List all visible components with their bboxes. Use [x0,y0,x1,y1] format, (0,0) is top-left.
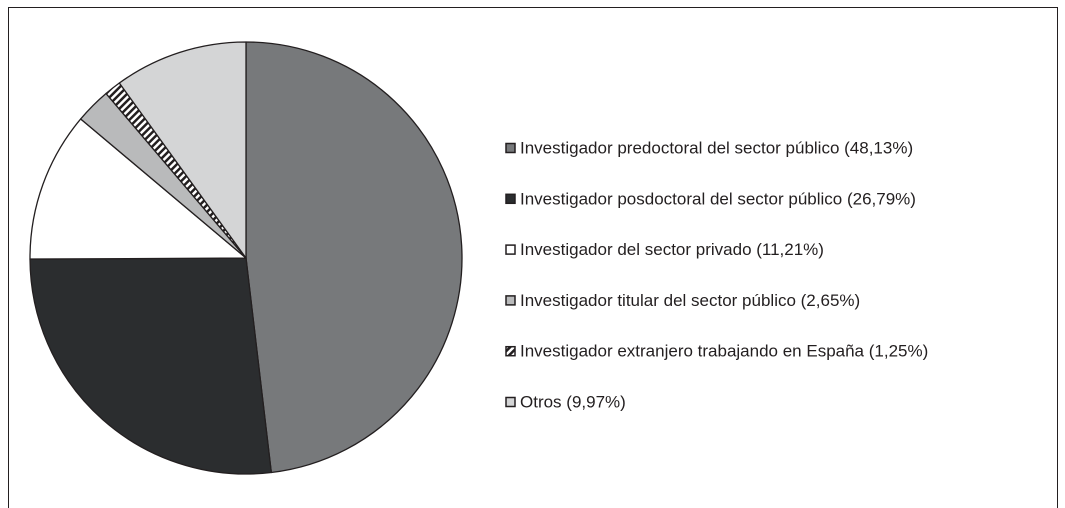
legend-label: Investigador predoctoral del sector públ… [520,138,913,157]
legend-marker [505,193,516,205]
legend-label: Investigador posdoctoral del sector públ… [520,189,916,208]
chart-frame [8,7,1058,508]
legend-marker [505,396,516,408]
pie-slice [29,257,272,475]
pie-slice [245,41,463,474]
legend-label: Investigador extranjero trabajando en Es… [520,342,928,361]
pie-slice [118,41,247,259]
legend-label: Otros (9,97%) [520,392,626,411]
legend-label: Investigador titular del sector público … [520,291,860,310]
legend-label: Investigador del sector privado (11,21%) [520,240,824,259]
legend-marker [505,295,516,306]
legend-marker [505,244,516,255]
legend-marker [505,345,516,357]
legend-marker [505,142,516,154]
pie-slice [29,118,247,260]
